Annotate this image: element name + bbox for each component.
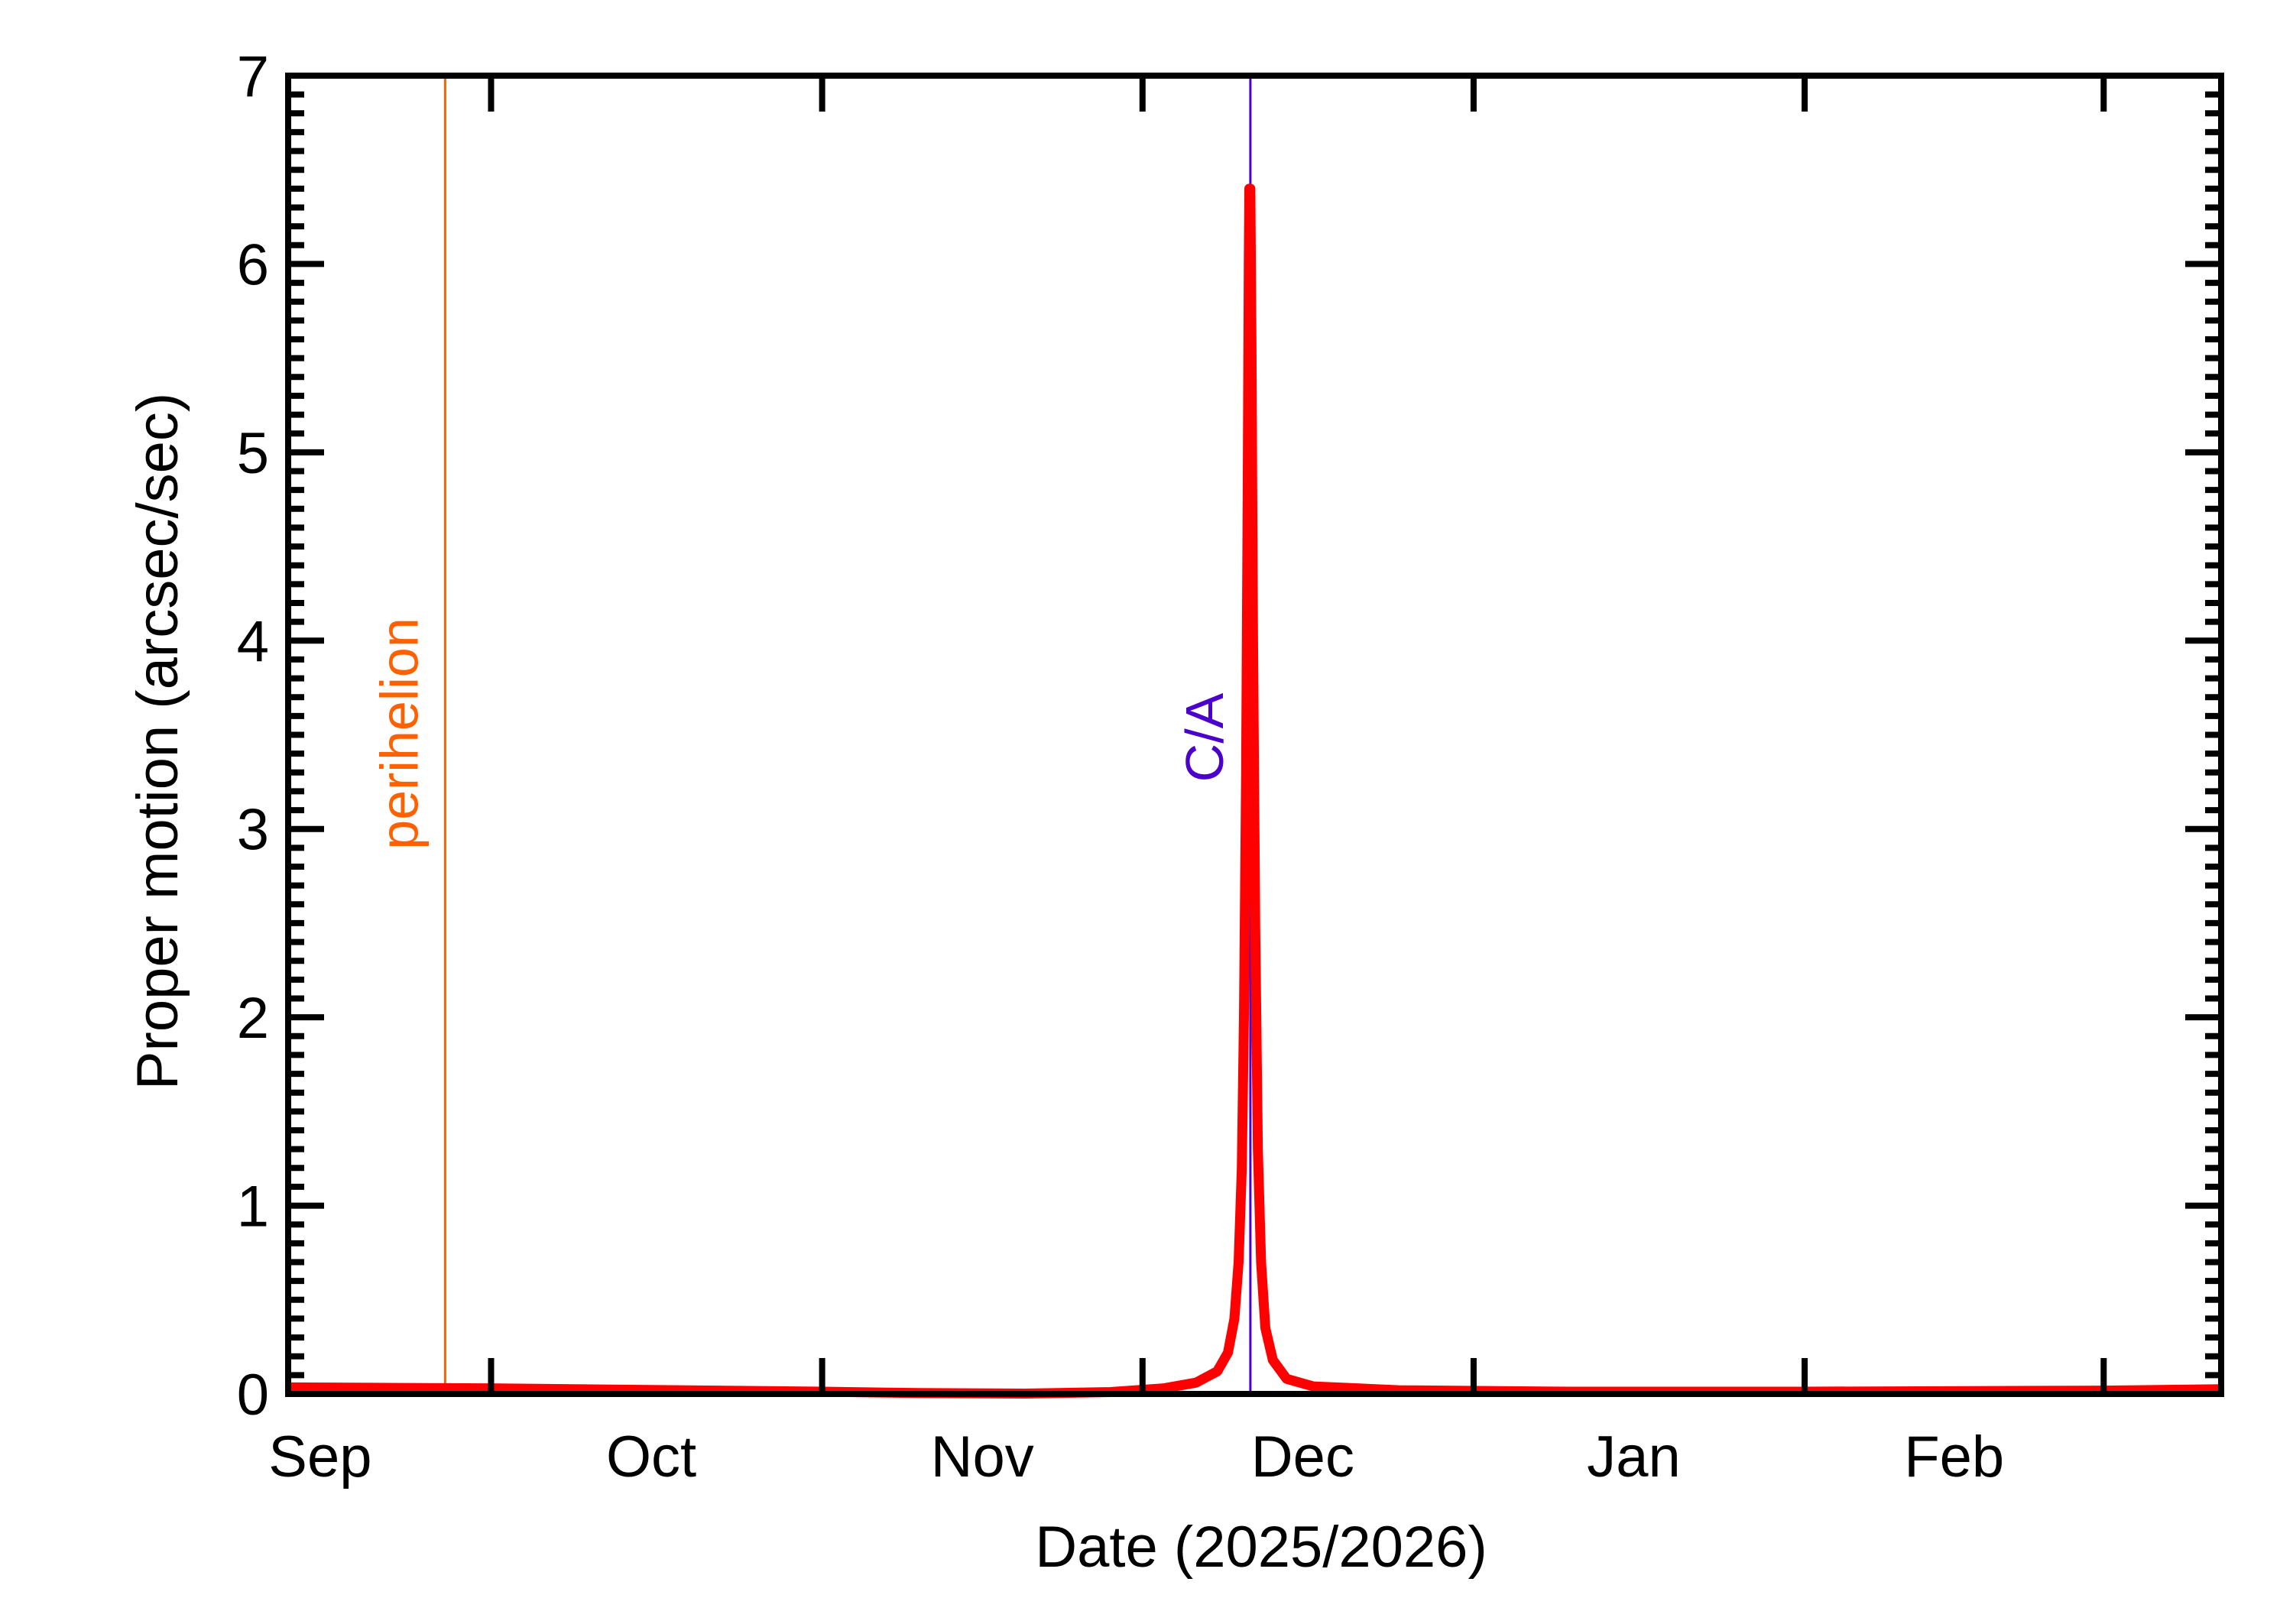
y-tick-label: 2 [237,986,269,1051]
series-line [287,183,2222,1399]
x-tick-label: Sep [268,1425,371,1489]
y-tick-label: 4 [237,609,269,674]
y-tick-label: 5 [237,421,269,486]
x-tick-label: Dec [1251,1425,1354,1489]
annotation-layer: perihelion C/A [369,76,1252,1394]
y-axis-label: Proper motion (arcsec/sec) [125,393,190,1090]
y-tick-label: 3 [237,798,269,863]
y-tick-label: 1 [237,1175,269,1240]
x-tick-label: Jan [1587,1425,1681,1489]
y-tick-label: 7 [237,44,269,109]
x-tick-label: Nov [931,1425,1034,1489]
annotation-label: C/A [1175,692,1234,782]
y-tick-label: 0 [237,1363,269,1428]
series-layer [287,183,2222,1399]
axes-layer: 0 1 2 3 4 5 6 7 Sep Oct Nov Dec Jan Feb [237,44,2224,1489]
annotation-label: perihelion [369,618,429,850]
x-tick-label: Feb [1904,1425,2004,1489]
y-tick-label: 6 [237,232,269,297]
x-axis-label: Date (2025/2026) [1035,1515,1487,1580]
x-tick-label: Oct [606,1425,696,1489]
